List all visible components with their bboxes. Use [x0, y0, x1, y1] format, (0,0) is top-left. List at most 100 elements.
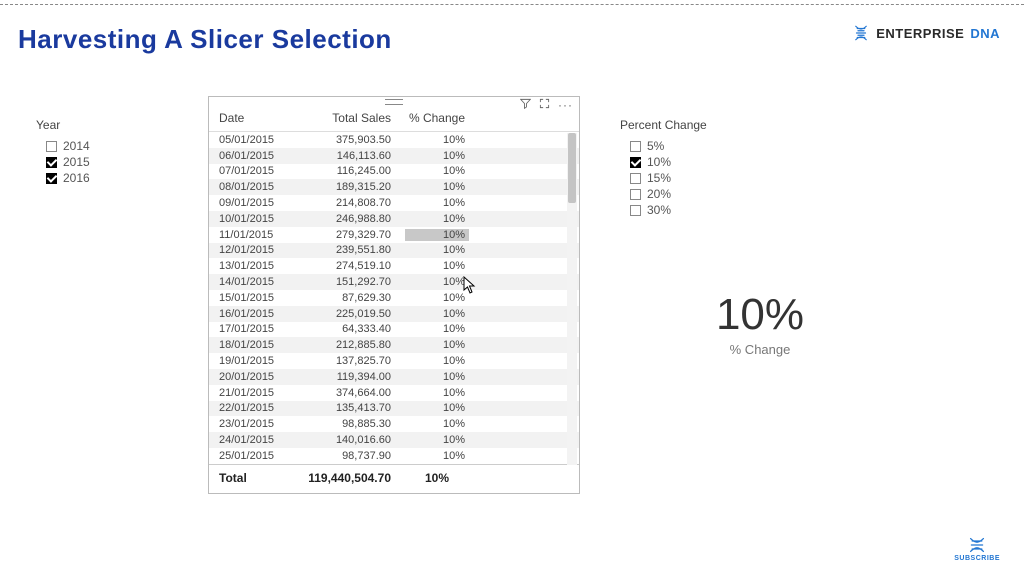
logo-text-2: DNA — [970, 26, 1000, 41]
table-total-row: Total 119,440,504.70 10% — [209, 464, 579, 491]
cell-date: 06/01/2015 — [219, 150, 305, 162]
cell-sales: 116,245.00 — [305, 165, 405, 177]
table-row[interactable]: 20/01/2015119,394.0010% — [209, 369, 579, 385]
table-row[interactable]: 11/01/2015279,329.7010% — [209, 227, 579, 243]
checkbox-icon[interactable] — [630, 189, 641, 200]
table-row[interactable]: 16/01/2015225,019.5010% — [209, 306, 579, 322]
filter-icon[interactable] — [520, 98, 531, 112]
cell-change: 10% — [405, 260, 469, 272]
cell-date: 10/01/2015 — [219, 213, 305, 225]
focus-mode-icon[interactable] — [539, 98, 550, 112]
cell-sales: 135,413.70 — [305, 402, 405, 414]
cell-change: 10% — [405, 434, 469, 446]
cell-sales: 375,903.50 — [305, 134, 405, 146]
checkbox-icon[interactable] — [630, 141, 641, 152]
table-row[interactable]: 05/01/2015375,903.5010% — [209, 132, 579, 148]
table-row[interactable]: 21/01/2015374,664.0010% — [209, 385, 579, 401]
cell-sales: 279,329.70 — [305, 229, 405, 241]
cell-change: 10% — [405, 371, 469, 383]
cell-date: 25/01/2015 — [219, 450, 305, 462]
table-row[interactable]: 07/01/2015116,245.0010% — [209, 164, 579, 180]
pct-slicer-item[interactable]: 10% — [620, 154, 770, 170]
table-row[interactable]: 17/01/201564,333.4010% — [209, 322, 579, 338]
cell-change: 10% — [405, 418, 469, 430]
cell-date: 22/01/2015 — [219, 402, 305, 414]
cell-sales: 246,988.80 — [305, 213, 405, 225]
col-header-change[interactable]: % Change — [405, 111, 485, 125]
table-row[interactable]: 18/01/2015212,885.8010% — [209, 337, 579, 353]
dna-icon — [967, 537, 987, 553]
table-row[interactable]: 24/01/2015140,016.6010% — [209, 432, 579, 448]
cell-sales: 151,292.70 — [305, 276, 405, 288]
cell-change: 10% — [405, 355, 469, 367]
year-slicer-item[interactable]: 2015 — [36, 154, 146, 170]
cell-date: 17/01/2015 — [219, 323, 305, 335]
table-row[interactable]: 08/01/2015189,315.2010% — [209, 179, 579, 195]
table-row[interactable]: 13/01/2015274,519.1010% — [209, 258, 579, 274]
table-row[interactable]: 10/01/2015246,988.8010% — [209, 211, 579, 227]
slicer-item-label: 5% — [647, 139, 664, 153]
cell-sales: 374,664.00 — [305, 387, 405, 399]
pct-slicer-item[interactable]: 20% — [620, 186, 770, 202]
more-options-icon[interactable]: ··· — [558, 98, 573, 112]
table-row[interactable]: 12/01/2015239,551.8010% — [209, 243, 579, 259]
cell-date: 13/01/2015 — [219, 260, 305, 272]
year-slicer-title: Year — [36, 118, 146, 132]
table-row[interactable]: 09/01/2015214,808.7010% — [209, 195, 579, 211]
col-header-sales[interactable]: Total Sales — [305, 111, 405, 125]
table-row[interactable]: 14/01/2015151,292.7010% — [209, 274, 579, 290]
table-row[interactable]: 25/01/201598,737.9010% — [209, 448, 579, 464]
percent-change-card: 10% % Change — [640, 290, 880, 357]
cell-change: 10% — [405, 339, 469, 351]
slicer-item-label: 2014 — [63, 139, 90, 153]
cell-date: 09/01/2015 — [219, 197, 305, 209]
visual-drag-handle[interactable] — [385, 99, 403, 105]
cell-sales: 189,315.20 — [305, 181, 405, 193]
checkbox-icon[interactable] — [46, 157, 57, 168]
slicer-item-label: 2015 — [63, 155, 90, 169]
year-slicer-item[interactable]: 2016 — [36, 170, 146, 186]
table-scrollbar[interactable] — [567, 133, 577, 465]
cell-change: 10% — [405, 244, 469, 256]
cell-change: 10% — [405, 308, 469, 320]
cell-date: 07/01/2015 — [219, 165, 305, 177]
slicer-item-label: 20% — [647, 187, 671, 201]
checkbox-icon[interactable] — [630, 173, 641, 184]
visual-toolbar: ··· — [516, 94, 577, 116]
total-label: Total — [219, 471, 305, 485]
table-row[interactable]: 23/01/201598,885.3010% — [209, 416, 579, 432]
page-divider — [0, 4, 1024, 5]
checkbox-icon[interactable] — [630, 157, 641, 168]
pct-slicer-title: Percent Change — [620, 118, 770, 132]
table-row[interactable]: 06/01/2015146,113.6010% — [209, 148, 579, 164]
cell-sales: 87,629.30 — [305, 292, 405, 304]
scrollbar-thumb[interactable] — [568, 133, 576, 203]
cell-date: 23/01/2015 — [219, 418, 305, 430]
cell-date: 16/01/2015 — [219, 308, 305, 320]
cell-sales: 225,019.50 — [305, 308, 405, 320]
pct-slicer-item[interactable]: 5% — [620, 138, 770, 154]
cell-sales: 98,737.90 — [305, 450, 405, 462]
checkbox-icon[interactable] — [46, 141, 57, 152]
cell-change: 10% — [405, 450, 469, 462]
checkbox-icon[interactable] — [630, 205, 641, 216]
table-row[interactable]: 22/01/2015135,413.7010% — [209, 401, 579, 417]
pct-slicer-item[interactable]: 15% — [620, 170, 770, 186]
col-header-date[interactable]: Date — [219, 111, 305, 125]
sales-table-visual[interactable]: ··· Date Total Sales % Change 05/01/2015… — [208, 96, 580, 494]
subscribe-badge[interactable]: SUBSCRIBE — [954, 537, 1000, 562]
cell-change: 10% — [405, 181, 469, 193]
checkbox-icon[interactable] — [46, 173, 57, 184]
slicer-item-label: 10% — [647, 155, 671, 169]
table-row[interactable]: 19/01/2015137,825.7010% — [209, 353, 579, 369]
cell-change: 10% — [405, 402, 469, 414]
cell-sales: 239,551.80 — [305, 244, 405, 256]
year-slicer-item[interactable]: 2014 — [36, 138, 146, 154]
card-label: % Change — [640, 342, 880, 357]
cell-change: 10% — [405, 387, 469, 399]
pct-slicer-item[interactable]: 30% — [620, 202, 770, 218]
year-slicer: Year 2014 20152016 — [36, 118, 146, 186]
cell-change: 10% — [405, 292, 469, 304]
table-row[interactable]: 15/01/201587,629.3010% — [209, 290, 579, 306]
cell-sales: 119,394.00 — [305, 371, 405, 383]
